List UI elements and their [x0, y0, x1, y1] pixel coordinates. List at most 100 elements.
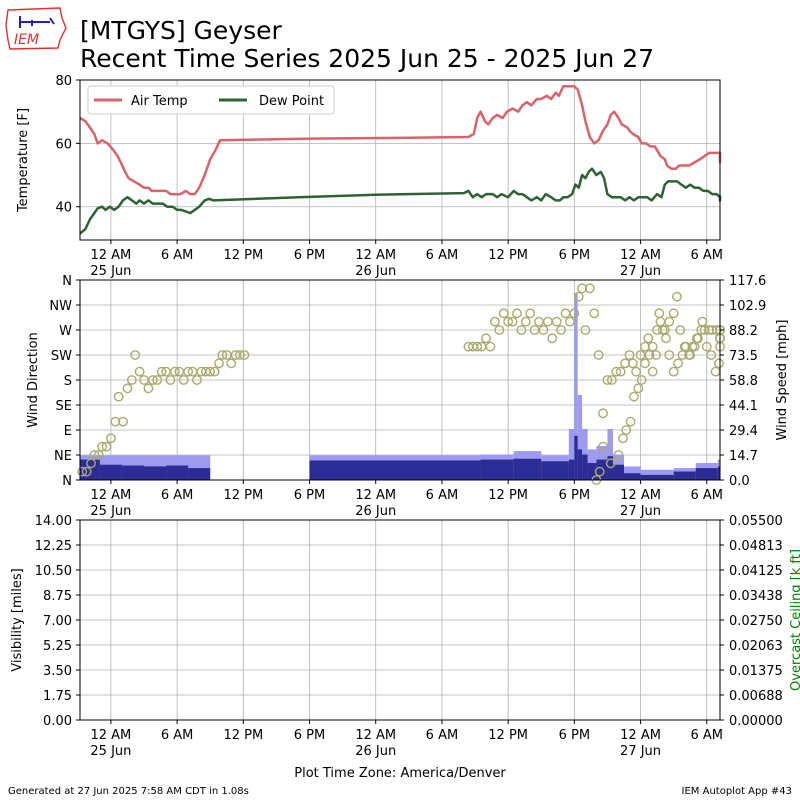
wind-direction-point [621, 425, 632, 435]
legend-air-temp-label: Air Temp [131, 94, 188, 109]
wind-direction-point [691, 333, 702, 344]
x-tick-label: 6 AM [161, 248, 194, 263]
visibility-ylabel: Visibility [miles] [10, 568, 25, 671]
wind-direction-point [551, 316, 562, 327]
wind-direction-point [573, 291, 584, 302]
y-tick-right-label: 0.01375 [729, 664, 783, 679]
y-tick-label: 60 [55, 137, 72, 152]
y-tick-right-label: 88.2 [729, 324, 758, 339]
wind-direction-point [589, 308, 600, 319]
y-tick-right-label: 0.02063 [729, 639, 783, 654]
wind-speed-ylabel: Wind Speed [mph] [775, 320, 790, 441]
y-tick-right-label: 0.03438 [729, 589, 783, 604]
x-tick-label: 12 AM [355, 728, 396, 743]
wind-direction-point [655, 316, 666, 327]
gust-bar [577, 394, 583, 480]
x-tick-label: 6 AM [426, 488, 459, 503]
wind-direction-point [525, 308, 536, 319]
wind-speed-bar [577, 449, 583, 480]
wind-direction-point [485, 341, 496, 352]
wind-gust-bars [80, 292, 720, 480]
wind-direction-point [629, 391, 639, 402]
wind-direction-point [235, 350, 245, 360]
x-tick-date-label: 26 Jun [355, 504, 396, 519]
wind-direction-point [593, 350, 604, 360]
x-tick-label: 12 AM [90, 248, 131, 263]
y-tick-label: 3.50 [43, 664, 72, 679]
x-tick-label: 6 AM [691, 488, 724, 503]
wind-speed-bar [612, 464, 624, 480]
y-tick-right-label: 0.02750 [729, 614, 783, 629]
wind-speed-bar [587, 462, 597, 480]
wind-grid [80, 279, 720, 481]
wind-direction-point [611, 366, 622, 377]
wind-speed-bars [80, 435, 720, 480]
y-tick-right-label: 0.0 [729, 474, 750, 489]
wind-direction-point [651, 350, 661, 360]
wind-direction-point [701, 341, 712, 352]
x-tick-label: 12 PM [488, 248, 528, 263]
wind-direction-point [494, 325, 505, 335]
wind-direction-point [534, 316, 544, 327]
x-tick-date-label: 27 Jun [620, 504, 661, 519]
wind-direction-point [636, 375, 647, 385]
x-tick-label: 6 PM [294, 248, 325, 263]
wind-direction-point [217, 350, 228, 360]
wind-direction-point [214, 358, 224, 369]
wind-direction-point [178, 375, 189, 385]
x-tick-label: 12 AM [620, 248, 661, 263]
x-tick-label: 12 PM [223, 488, 263, 503]
wind-direction-point [606, 375, 617, 385]
wind-direction-point [134, 366, 145, 377]
y-tick-label: 12.25 [35, 539, 72, 554]
wind-direction-point [118, 416, 128, 427]
wind-direction-point [503, 316, 514, 327]
x-tick-label: 12 PM [488, 488, 528, 503]
wind-direction-point [710, 366, 721, 377]
wind-direction-point [617, 433, 628, 444]
wind-speed-bar [624, 473, 641, 480]
wind-speed-bar [309, 460, 481, 480]
wind-direction-point [661, 333, 671, 344]
wind-direction-point [625, 416, 636, 427]
x-tick-label: 12 AM [355, 488, 396, 503]
wind-speed-bar [99, 464, 122, 480]
x-tick-label: 6 PM [559, 248, 590, 263]
wind-direction-point [516, 325, 527, 335]
legend-dew-point-label: Dew Point [259, 94, 324, 109]
wind-direction-point [598, 408, 608, 419]
y-tick-label: 8.75 [43, 589, 72, 604]
wind-direction-point [594, 466, 605, 477]
x-tick-label: 12 AM [620, 728, 661, 743]
app-note: IEM Autoplot App #43 [682, 786, 792, 797]
wind-direction-point [81, 466, 92, 477]
x-tick-label: 12 PM [223, 248, 263, 263]
x-tick-label: 6 PM [294, 488, 325, 503]
wind-direction-point [143, 383, 154, 394]
x-tick-date-label: 25 Jun [90, 744, 131, 759]
wind-direction-point [560, 308, 571, 319]
wind-direction-point [122, 383, 133, 394]
y-tick-right-label: 0.00000 [729, 714, 783, 729]
wind-direction-point [602, 375, 613, 385]
y-tick-right-label: 73.5 [729, 349, 758, 364]
visibility-yticks-right: 0.00000 0.00688 0.01375 0.02063 0.02750 0.034… [720, 514, 783, 729]
wind-direction-point [569, 308, 580, 319]
wind-direction-point [613, 450, 624, 460]
wind-speed-bar [121, 465, 144, 480]
visibility-yticks-left: 0.00 1.75 3.50 5.25 7.00 8.75 10.50 12.25 14.00 [35, 514, 80, 729]
wind-direction-point [584, 283, 595, 294]
y-tick-label: 10.50 [35, 564, 72, 579]
y-tick-label: N [62, 474, 72, 489]
wind-yticks-left: N NE E SE S SW W NW N [49, 274, 80, 489]
wind-barb-icon [19, 16, 55, 28]
wind-direction-point [673, 358, 683, 369]
y-tick-label: 14.00 [35, 514, 72, 529]
x-tick-label: 12 PM [488, 728, 528, 743]
wind-speed-bar [480, 459, 514, 480]
x-tick-date-label: 27 Jun [620, 264, 661, 279]
y-tick-label: NE [54, 449, 72, 464]
visibility-panel: 0.001.753.505.257.008.7510.5012.2514.00 … [10, 514, 800, 759]
